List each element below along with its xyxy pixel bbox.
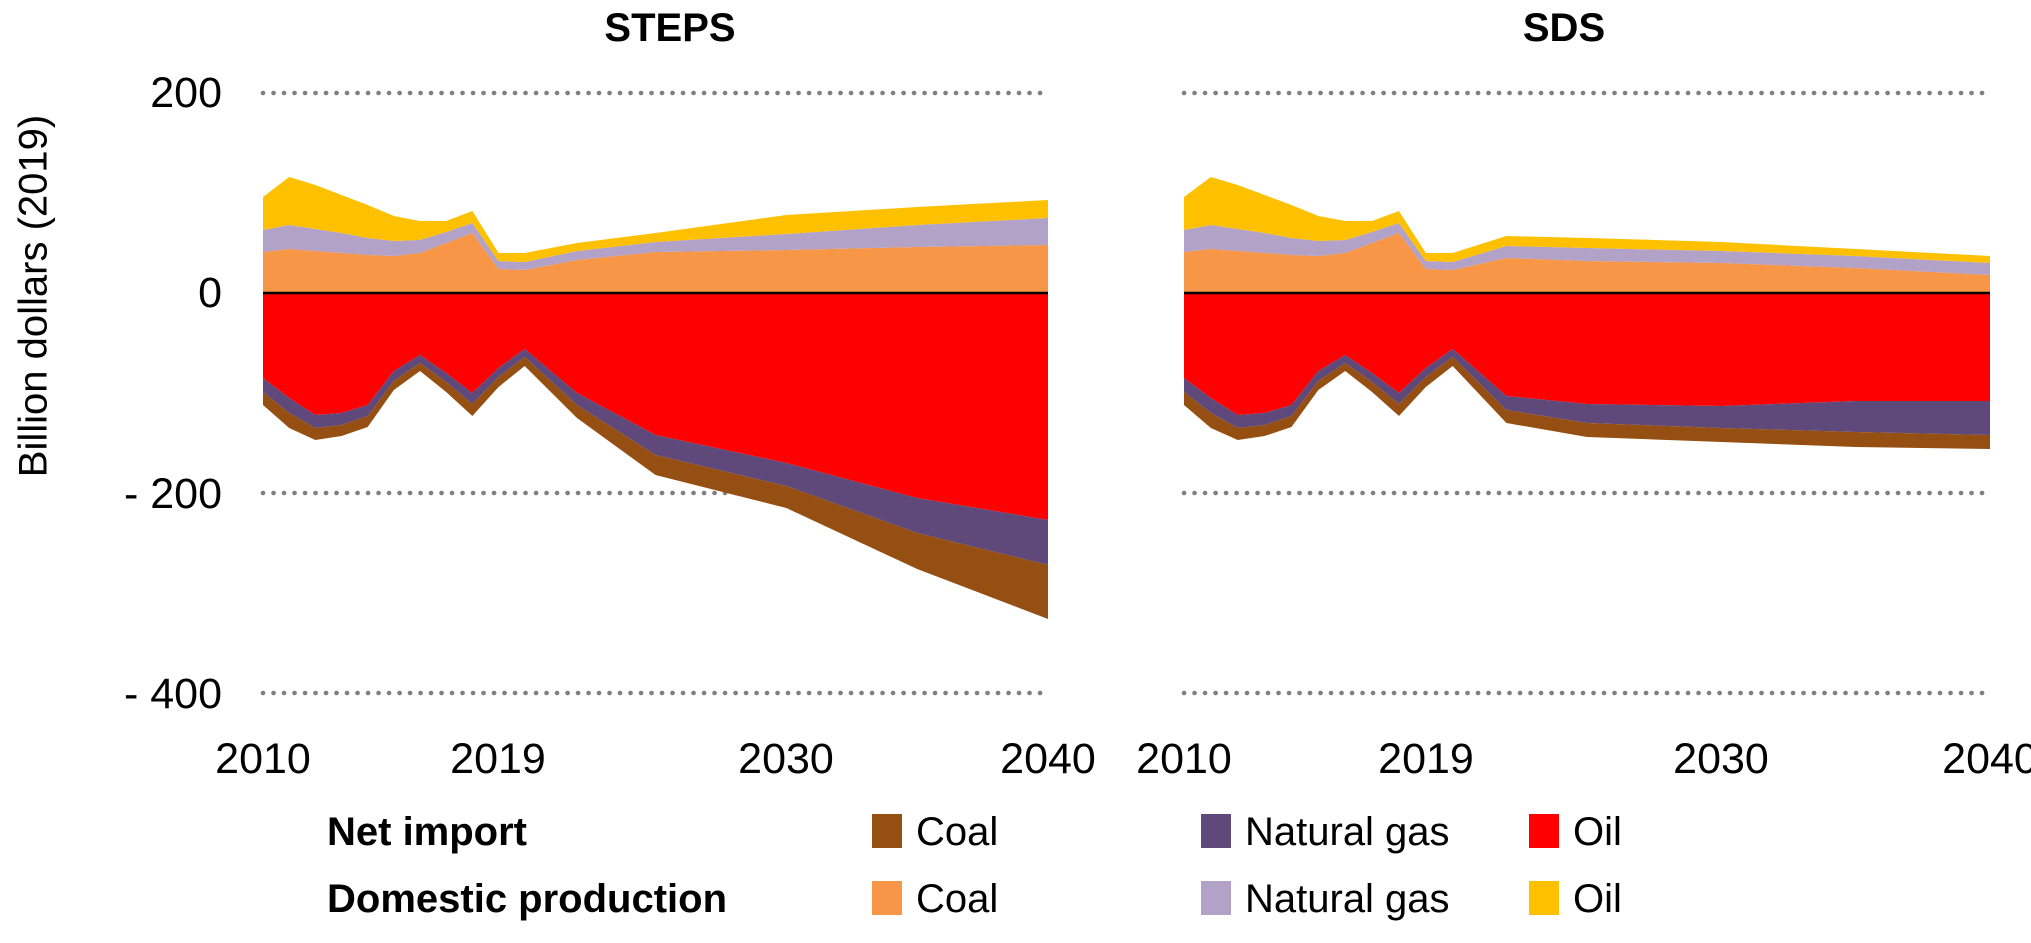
legend-swatch-domestic-coal — [872, 881, 902, 915]
steps-x-tick-2040: 2040 — [1000, 735, 1096, 783]
steps-chart-title: STEPS — [604, 6, 736, 50]
y-tick-label-200: 200 — [150, 69, 222, 117]
legend-swatch-net-import-natural-gas — [1201, 814, 1231, 848]
sds-x-tick-2010: 2010 — [1136, 735, 1232, 783]
legend-swatch-domestic-oil — [1529, 881, 1559, 915]
legend-label-net-import-oil: Oil — [1573, 810, 1622, 854]
legend-label-domestic-oil: Oil — [1573, 877, 1622, 921]
legend-group-net-import: Net import — [327, 810, 527, 854]
sds-chart-title: SDS — [1522, 6, 1606, 50]
legend-label-net-import-natural-gas: Natural gas — [1245, 810, 1450, 854]
legend-label-net-import-coal: Coal — [916, 810, 999, 854]
steps-stacked-area-chart — [260, 90, 1051, 696]
steps-x-tick-2010: 2010 — [215, 735, 311, 783]
y-tick-label-neg-200: - 200 — [123, 470, 222, 518]
steps-x-tick-2019: 2019 — [450, 735, 546, 783]
legend-swatch-domestic-natural-gas — [1201, 881, 1231, 915]
legend-label-domestic-coal: Coal — [916, 877, 999, 921]
sds-x-tick-2019: 2019 — [1378, 735, 1474, 783]
legend-label-domestic-natural-gas: Natural gas — [1245, 877, 1450, 921]
steps-x-tick-2030: 2030 — [738, 735, 834, 783]
legend-swatch-net-import-oil — [1529, 814, 1559, 848]
sds-x-tick-2030: 2030 — [1673, 735, 1769, 783]
sds-x-tick-2040: 2040 — [1942, 735, 2031, 783]
y-tick-label-0: 0 — [198, 269, 222, 317]
sds-stacked-area-chart — [1181, 90, 1993, 696]
legend-group-domestic-production: Domestic production — [327, 877, 728, 921]
legend-swatch-net-import-coal — [872, 814, 902, 848]
y-tick-label-neg-400: - 400 — [123, 670, 222, 718]
